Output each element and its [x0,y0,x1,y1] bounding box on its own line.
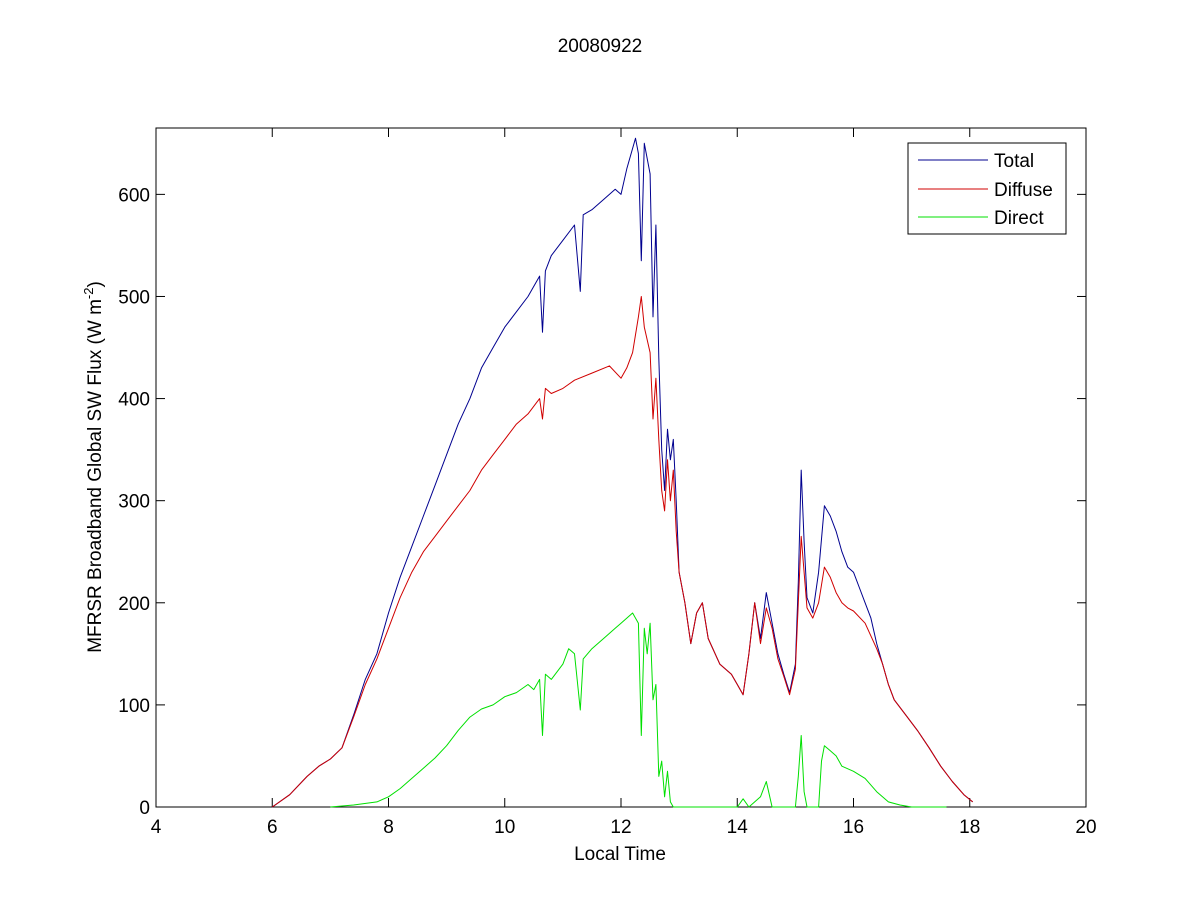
x-tick-label: 8 [383,817,394,838]
y-tick-label: 600 [118,185,150,206]
x-tick-label: 14 [727,817,749,838]
y-axis-label-main: MFRSR Broadband Global SW Flux (W m [85,299,106,653]
y-tick-label: 500 [118,287,150,308]
legend-label-direct: Direct [994,208,1044,229]
y-axis-ticks: 0 100 200 300 400 500 600 [118,185,1086,819]
series-line-diffuse [272,296,974,808]
y-axis-label-superscript: -2 [81,288,96,300]
series-lines [272,137,974,808]
x-tick-label: 6 [267,817,278,838]
x-tick-label: 18 [959,817,980,838]
x-axis-label: Local Time [574,844,666,865]
y-axis-label: MFRSR Broadband Global SW Flux (W m-2) [81,281,106,653]
x-tick-label: 10 [494,817,515,838]
x-tick-label: 4 [151,817,162,838]
y-tick-label: 0 [139,798,150,819]
plot-frame [155,127,1087,808]
chart-title: 20080922 [558,36,643,57]
series-line-direct [330,612,947,808]
x-tick-label: 12 [610,817,631,838]
legend-label-total: Total [994,151,1034,172]
y-tick-label: 400 [118,390,150,411]
x-axis-ticks: 4 6 8 10 12 14 16 18 20 [151,128,1097,838]
y-tick-label: 300 [118,492,150,513]
y-axis-label-suffix: ) [85,281,106,287]
legend-label-diffuse: Diffuse [994,180,1053,201]
x-tick-label: 20 [1075,817,1096,838]
y-tick-label: 100 [118,696,150,717]
legend: Total Diffuse Direct [907,142,1067,235]
x-tick-label: 16 [843,817,864,838]
plot-area: 4 6 8 10 12 14 16 18 20 0 100 200 300 400 500 600 [118,127,1097,838]
series-line-total [272,137,974,808]
y-tick-label: 200 [118,594,150,615]
